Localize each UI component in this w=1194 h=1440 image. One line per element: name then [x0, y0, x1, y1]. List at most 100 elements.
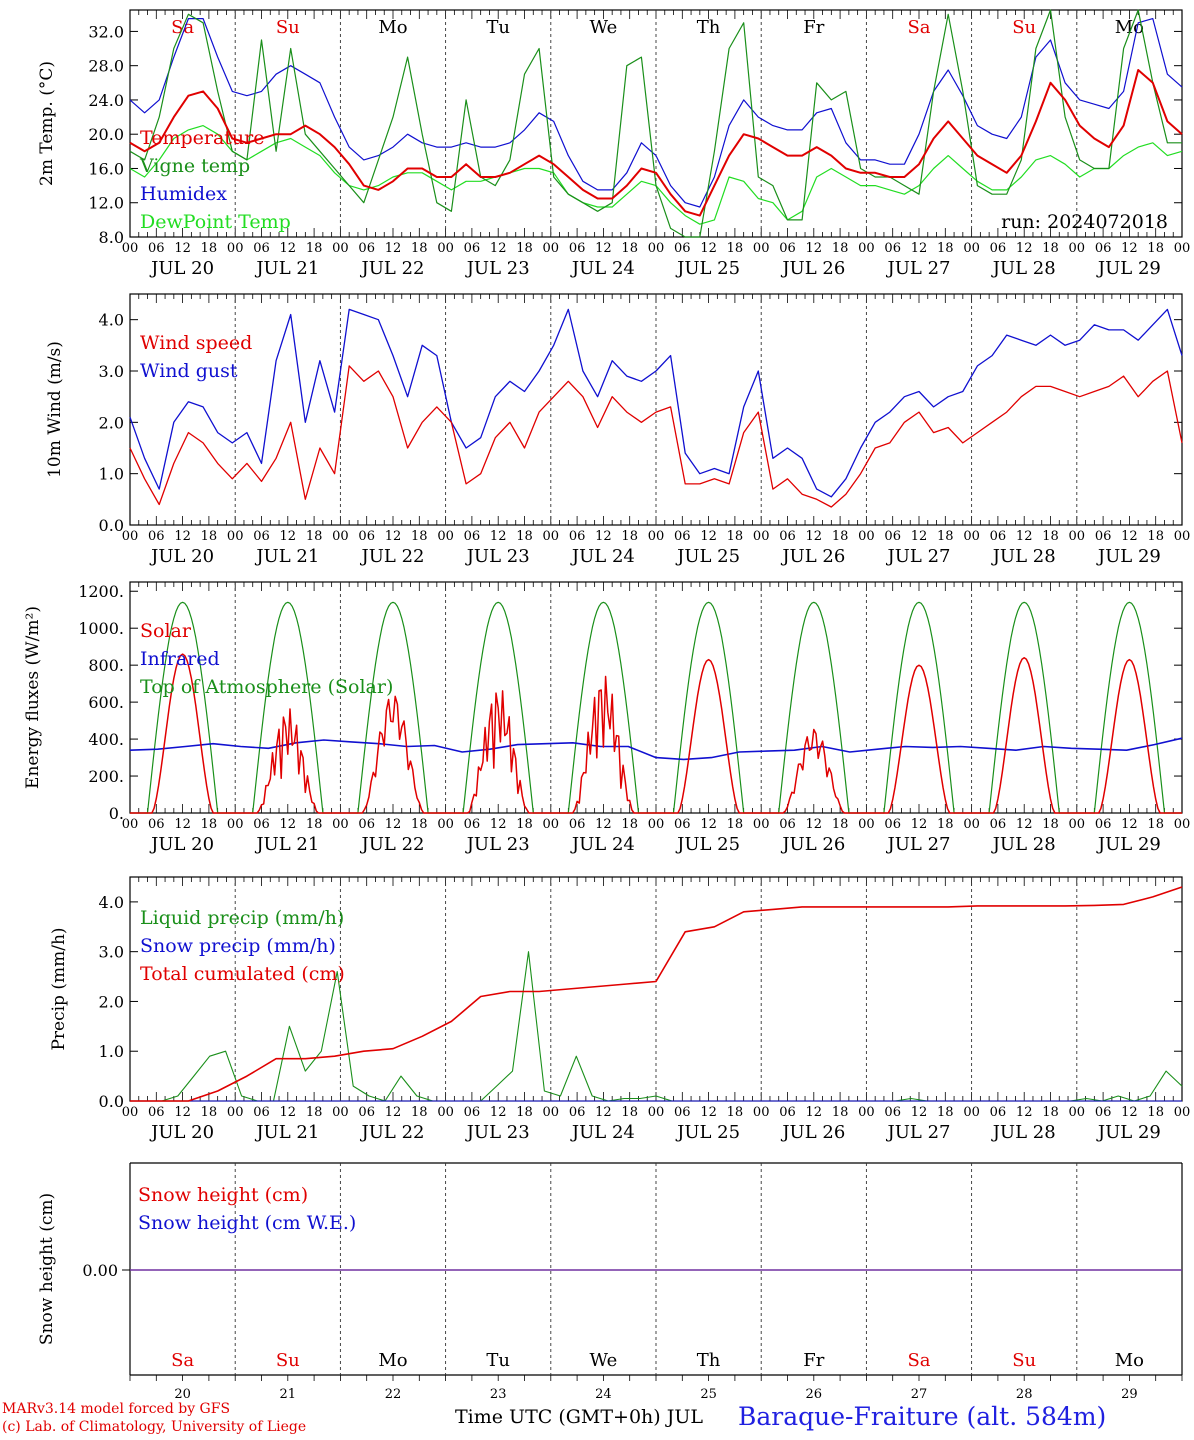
hour-tick-label: 18 — [727, 241, 744, 256]
hour-tick-label: 18 — [411, 529, 428, 544]
weekday-label: We — [590, 17, 618, 38]
hour-tick-label: 00 — [543, 1105, 560, 1120]
weekday-label: Th — [697, 17, 721, 38]
y-tick-label: 12.0 — [88, 194, 124, 213]
hour-tick-label: 00 — [648, 241, 665, 256]
hour-tick-label: 18 — [621, 817, 638, 832]
y-tick-label: 20.0 — [88, 125, 124, 144]
date-label: JUL 23 — [465, 1122, 530, 1143]
day-number-label: 29 — [1121, 1387, 1138, 1402]
hour-tick-label: 06 — [358, 817, 375, 832]
y-tick-label: 1000. — [78, 619, 124, 638]
date-label: JUL 22 — [360, 546, 425, 567]
y-tick-label: 1.0 — [99, 1042, 124, 1061]
legend-entry: Humidex — [140, 183, 227, 205]
y-tick-label: 32.0 — [88, 22, 124, 41]
hour-tick-label: 00 — [963, 241, 980, 256]
legend-entry: Infrared — [140, 648, 220, 670]
hour-tick-label: 06 — [358, 529, 375, 544]
hour-tick-label: 18 — [201, 1105, 218, 1120]
hour-tick-label: 06 — [253, 817, 270, 832]
day-number-label: 23 — [490, 1387, 507, 1402]
legend-entry: Liquid precip (mm/h) — [140, 907, 344, 929]
day-number-label: 27 — [911, 1387, 928, 1402]
hour-tick-label: 12 — [595, 1105, 612, 1120]
hour-tick-label: 06 — [569, 529, 586, 544]
university-credit-line: (c) Lab. of Climatology, University of L… — [2, 1419, 307, 1435]
hour-tick-label: 12 — [174, 529, 191, 544]
hour-tick-label: 06 — [884, 1105, 901, 1120]
hour-tick-label: 12 — [385, 241, 402, 256]
weekday-label: Su — [1012, 17, 1036, 38]
hour-tick-label: 18 — [937, 241, 954, 256]
hour-tick-label: 06 — [779, 241, 796, 256]
y-tick-label: 4.0 — [99, 311, 124, 330]
hour-tick-label: 12 — [1016, 529, 1033, 544]
hour-tick-label: 12 — [1121, 241, 1138, 256]
hour-tick-label: 00 — [858, 529, 875, 544]
hour-tick-label: 00 — [122, 817, 139, 832]
panel-3: 0. 200. 400. 600. 800. 1000. 1200. Energy fluxe… — [23, 581, 1191, 855]
hour-tick-label: 12 — [1016, 1105, 1033, 1120]
hour-tick-label: 12 — [595, 529, 612, 544]
series-line — [129, 9, 1182, 238]
y-tick-label: 400. — [88, 730, 124, 749]
hour-tick-label: 00 — [227, 817, 244, 832]
hour-tick-label: 00 — [543, 241, 560, 256]
y-tick-label: 8.0 — [99, 228, 124, 247]
hour-tick-label: 18 — [832, 1105, 849, 1120]
hour-tick-label: 06 — [779, 817, 796, 832]
hour-tick-label: 18 — [306, 241, 323, 256]
hour-tick-label: 18 — [1147, 529, 1164, 544]
date-label: JUL 29 — [1096, 834, 1161, 855]
date-label: JUL 27 — [886, 1122, 951, 1143]
hour-tick-label: 06 — [674, 241, 691, 256]
day-number-label: 26 — [806, 1387, 823, 1402]
day-number-label: 21 — [280, 1387, 297, 1402]
hour-tick-label: 12 — [700, 817, 717, 832]
date-label: JUL 28 — [991, 1122, 1056, 1143]
hour-tick-label: 12 — [1121, 817, 1138, 832]
hour-tick-label: 18 — [516, 241, 533, 256]
hour-tick-label: 00 — [963, 529, 980, 544]
hour-tick-label: 06 — [569, 1105, 586, 1120]
hour-tick-label: 00 — [332, 1105, 349, 1120]
hour-tick-label: 06 — [779, 529, 796, 544]
hour-tick-label: 06 — [148, 241, 165, 256]
hour-tick-label: 00 — [437, 817, 454, 832]
hour-tick-label: 12 — [174, 241, 191, 256]
hour-tick-label: 12 — [700, 1105, 717, 1120]
weekday-label: Tu — [486, 1350, 510, 1371]
hour-tick-label: 18 — [1042, 241, 1059, 256]
legend-entry: Vigne temp — [139, 155, 250, 177]
hour-tick-label: 18 — [727, 529, 744, 544]
hour-tick-label: 06 — [1095, 529, 1112, 544]
legend-entry: Temperature — [140, 127, 264, 149]
panel-4: 0.0 1.0 2.0 3.0 4.0 Precip (mm/h) 00 06 12 18 00 06… — [49, 876, 1190, 1143]
hour-tick-label: 18 — [1042, 1105, 1059, 1120]
date-label: JUL 27 — [886, 258, 951, 279]
hour-tick-label: 12 — [806, 817, 823, 832]
hour-tick-label: 00 — [543, 817, 560, 832]
weekday-label: Mo — [378, 17, 407, 38]
hour-tick-label: 00 — [1174, 817, 1191, 832]
y-axis-label: Snow height (cm) — [37, 1193, 57, 1345]
hour-tick-label: 00 — [1069, 529, 1086, 544]
y-axis-label: Precip (mm/h) — [49, 927, 69, 1050]
hour-tick-label: 12 — [490, 1105, 507, 1120]
hour-tick-label: 18 — [1147, 241, 1164, 256]
hour-tick-label: 06 — [464, 529, 481, 544]
hour-tick-label: 18 — [1147, 817, 1164, 832]
hour-tick-label: 12 — [700, 529, 717, 544]
hour-tick-label: 18 — [1042, 529, 1059, 544]
hour-tick-label: 00 — [648, 817, 665, 832]
hour-tick-label: 06 — [990, 241, 1007, 256]
panel-5: 0.00 Snow height (cm) Snow height (cm) Snow… — [37, 1162, 1183, 1402]
weekday-label: Sa — [907, 1350, 930, 1371]
date-label: JUL 24 — [570, 258, 635, 279]
y-tick-label: 24.0 — [88, 91, 124, 110]
weekday-label: Sa — [171, 1350, 194, 1371]
hour-tick-label: 18 — [832, 241, 849, 256]
hour-tick-label: 18 — [1147, 1105, 1164, 1120]
date-label: JUL 25 — [675, 834, 740, 855]
